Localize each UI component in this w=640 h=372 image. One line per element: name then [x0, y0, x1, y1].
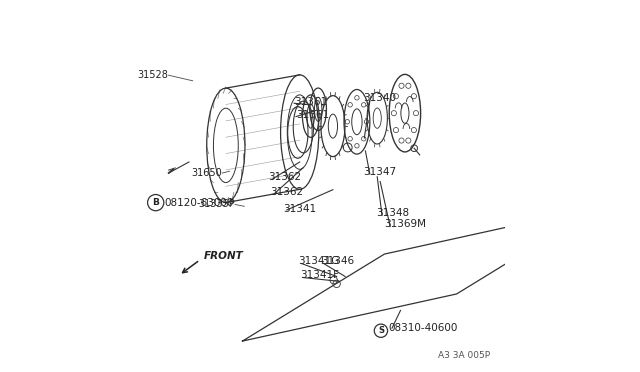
Text: 31650: 31650 [191, 168, 222, 178]
Text: 31335P: 31335P [198, 199, 235, 209]
Text: S: S [378, 326, 384, 335]
Text: 31361: 31361 [296, 110, 329, 120]
Text: 08120-63000: 08120-63000 [164, 198, 234, 208]
Text: 31362: 31362 [268, 173, 301, 182]
Text: 31341G: 31341G [298, 256, 339, 266]
Text: 31346: 31346 [321, 256, 354, 266]
Text: 08310-40600: 08310-40600 [388, 323, 458, 333]
Text: FRONT: FRONT [204, 251, 243, 261]
Text: 31347: 31347 [364, 167, 397, 177]
Text: 31528: 31528 [138, 70, 168, 80]
Text: 31361: 31361 [294, 97, 327, 107]
Text: 31348: 31348 [376, 208, 409, 218]
Text: 31341F: 31341F [300, 270, 339, 280]
Text: B: B [152, 198, 159, 207]
Text: A3 3A 005P: A3 3A 005P [438, 350, 490, 359]
Text: 31340: 31340 [364, 93, 397, 103]
Text: 31362: 31362 [270, 187, 303, 197]
Text: 31341: 31341 [283, 204, 316, 214]
Text: 31369M: 31369M [385, 219, 427, 230]
